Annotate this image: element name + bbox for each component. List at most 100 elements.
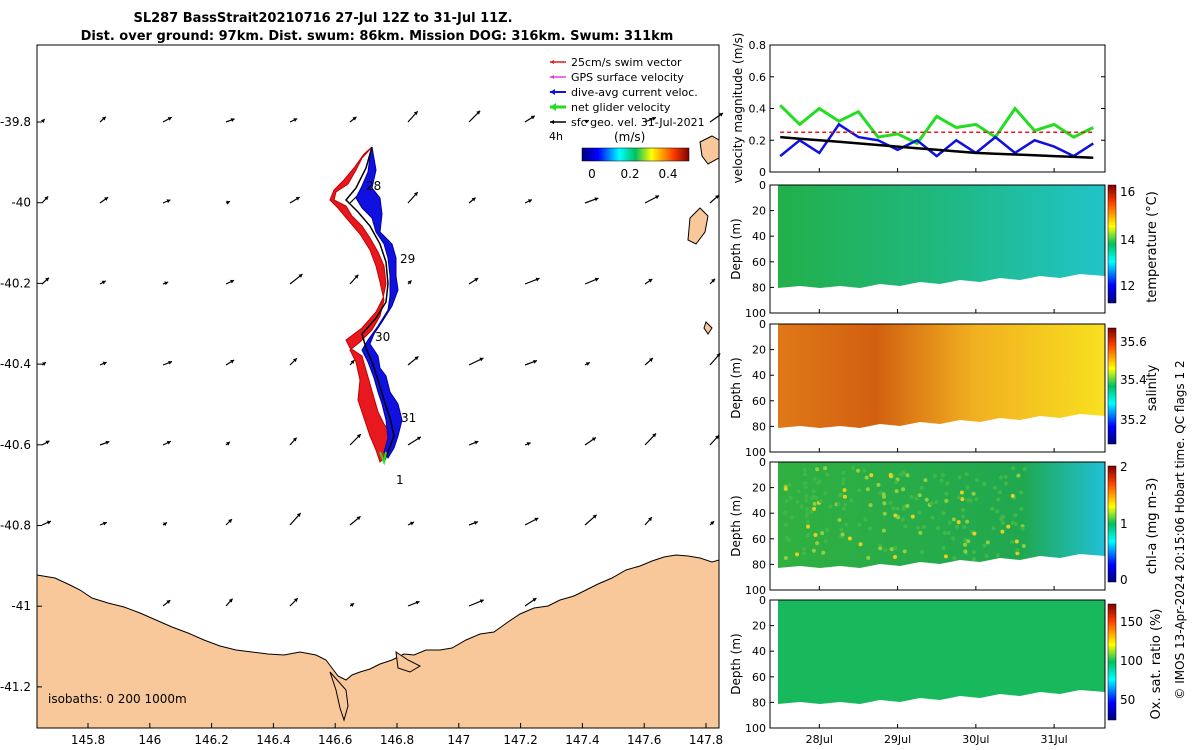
- chla-sample-dot: [811, 494, 816, 499]
- sfc-geo-arrowhead: [474, 278, 479, 282]
- chla-sample-dot: [864, 475, 869, 480]
- sfc-geo-arrowhead: [648, 278, 653, 283]
- sfc-geo-arrowhead: [415, 600, 420, 605]
- sfc-geo-arrowhead: [416, 436, 421, 441]
- chla-sample-dot: [836, 501, 841, 506]
- chla-sample-dot: [905, 504, 910, 508]
- depth-tick-label: 80: [752, 420, 766, 433]
- chla-sample-dot: [882, 511, 887, 516]
- sfc-geo-arrowhead: [168, 360, 173, 365]
- chla-sample-dot: [842, 494, 847, 499]
- sfc-geo-arrowhead: [350, 360, 355, 365]
- depth-tick-label: 40: [752, 645, 766, 658]
- chla-sample-dot: [999, 517, 1004, 521]
- chla-sample-dot: [893, 545, 898, 550]
- sfc-geo-arrowhead: [166, 440, 171, 445]
- chla-sample-dot: [882, 494, 886, 499]
- chla-sample-dot: [1010, 493, 1015, 498]
- chla-sample-dot: [974, 497, 979, 502]
- chla-sample-dot: [951, 517, 956, 522]
- sfc-geo-arrowhead: [474, 440, 479, 445]
- chla-sample-dot: [882, 501, 887, 506]
- depth-tick-label: 20: [752, 205, 766, 218]
- oxygen-ylabel: Depth (m): [729, 633, 743, 694]
- isobaths-label: isobaths: 0 200 1000m: [48, 692, 187, 706]
- legend-net-glider: net glider velocity: [571, 101, 671, 114]
- chla-sample-dot: [868, 526, 873, 531]
- depth-tick-label: 40: [752, 507, 766, 520]
- velocity-ylabel: velocity magnitude (m/s): [731, 33, 745, 184]
- chla-sample-dot: [788, 495, 793, 500]
- depth-tick-label: 60: [752, 395, 766, 408]
- sfc-geo-arrowhead: [407, 280, 412, 285]
- depth-tick-label: 20: [752, 620, 766, 633]
- oxy-ctick-0: 50: [1120, 693, 1135, 707]
- chla-sample-dot: [916, 526, 921, 530]
- chla-sample-dot: [1000, 521, 1005, 526]
- chla-sample-dot: [812, 506, 816, 511]
- day-label-29: 29: [400, 252, 415, 266]
- chla-sample-dot: [815, 541, 820, 546]
- sfc-geo-arrowhead: [45, 277, 50, 282]
- chla-sample-dot: [876, 482, 881, 487]
- oxygen-panel: Depth (m) Ox. sat. ratio (%) 50 100 150: [729, 599, 1164, 729]
- tasmania-land: [36, 554, 720, 729]
- chla-sample-dot: [909, 495, 914, 499]
- vel-ytick-label: 0.2: [749, 134, 767, 147]
- sfc-geo-arrowhead: [592, 514, 597, 519]
- sfc-geo-arrowhead: [102, 521, 107, 526]
- map-legend: 25cm/s swim vector GPS surface velocity …: [549, 56, 705, 181]
- day-label-30: 30: [375, 330, 390, 344]
- map-ytick-label: -40.2: [0, 276, 31, 290]
- chla-sample-dot: [965, 485, 970, 490]
- chla-sample-dot: [851, 466, 856, 470]
- chla-sample-dot: [811, 548, 816, 553]
- chla-sample-dot: [889, 547, 894, 552]
- sal-ctick-2: 35.6: [1120, 335, 1147, 349]
- sfc-geo-arrowhead: [476, 110, 481, 115]
- chla-sample-dot: [905, 473, 910, 478]
- chla-sample-dot: [806, 524, 810, 529]
- chla-sample-dot: [1021, 544, 1026, 548]
- sfc-geo-arrowhead: [295, 197, 300, 201]
- salinity-ylabel: Depth (m): [729, 357, 743, 418]
- chla-sample-dot: [820, 531, 825, 536]
- sfc-geo-arrowhead: [164, 281, 169, 286]
- chla-sample-dot: [939, 478, 944, 483]
- chla-sample-dot: [843, 503, 848, 507]
- sfc-geo-arrowhead: [226, 441, 230, 446]
- chla-sample-dot: [996, 497, 1001, 502]
- chla-sample-dot: [804, 498, 809, 503]
- chla-sample-dot: [1019, 490, 1024, 495]
- time-tick-label: 30Jul: [962, 733, 989, 746]
- depth-tick-label: 0: [759, 456, 766, 469]
- sfc-geo-arrowhead: [479, 357, 484, 362]
- map-ytick-label: -39.8: [0, 115, 31, 129]
- chla-sample-dot: [966, 539, 971, 544]
- sfc-geo-arrowhead: [533, 359, 538, 364]
- sfc-geo-arrowhead: [167, 117, 172, 121]
- chla-sample-dot: [805, 520, 810, 525]
- chla-sample-dot: [930, 515, 935, 520]
- chla-sample-dot: [803, 485, 808, 490]
- chla-sample-dot: [962, 524, 967, 529]
- glider-track-line: [344, 146, 395, 463]
- sal-ctick-0: 35.2: [1120, 413, 1147, 427]
- chl-ctick-1: 1: [1120, 517, 1128, 531]
- time-tick-label: 29Jul: [884, 733, 911, 746]
- chla-sample-dot: [841, 481, 846, 486]
- map-ytick-label: -40.8: [0, 519, 31, 533]
- chla-sample-dot: [896, 515, 901, 520]
- chla-sample-dot: [966, 498, 971, 503]
- sfc-geo-arrowhead: [352, 116, 357, 121]
- chla-sample-dot: [815, 467, 820, 472]
- chla-sample-dot: [801, 546, 806, 551]
- chla-sample-dot: [837, 493, 842, 498]
- chla-sample-dot: [999, 475, 1004, 480]
- chl-ctick-0: 0: [1120, 573, 1128, 587]
- chla-sample-dot: [944, 491, 949, 496]
- chla-sample-dot: [957, 475, 962, 480]
- chla-sample-dot: [985, 540, 990, 545]
- chla-sample-dot: [965, 519, 970, 524]
